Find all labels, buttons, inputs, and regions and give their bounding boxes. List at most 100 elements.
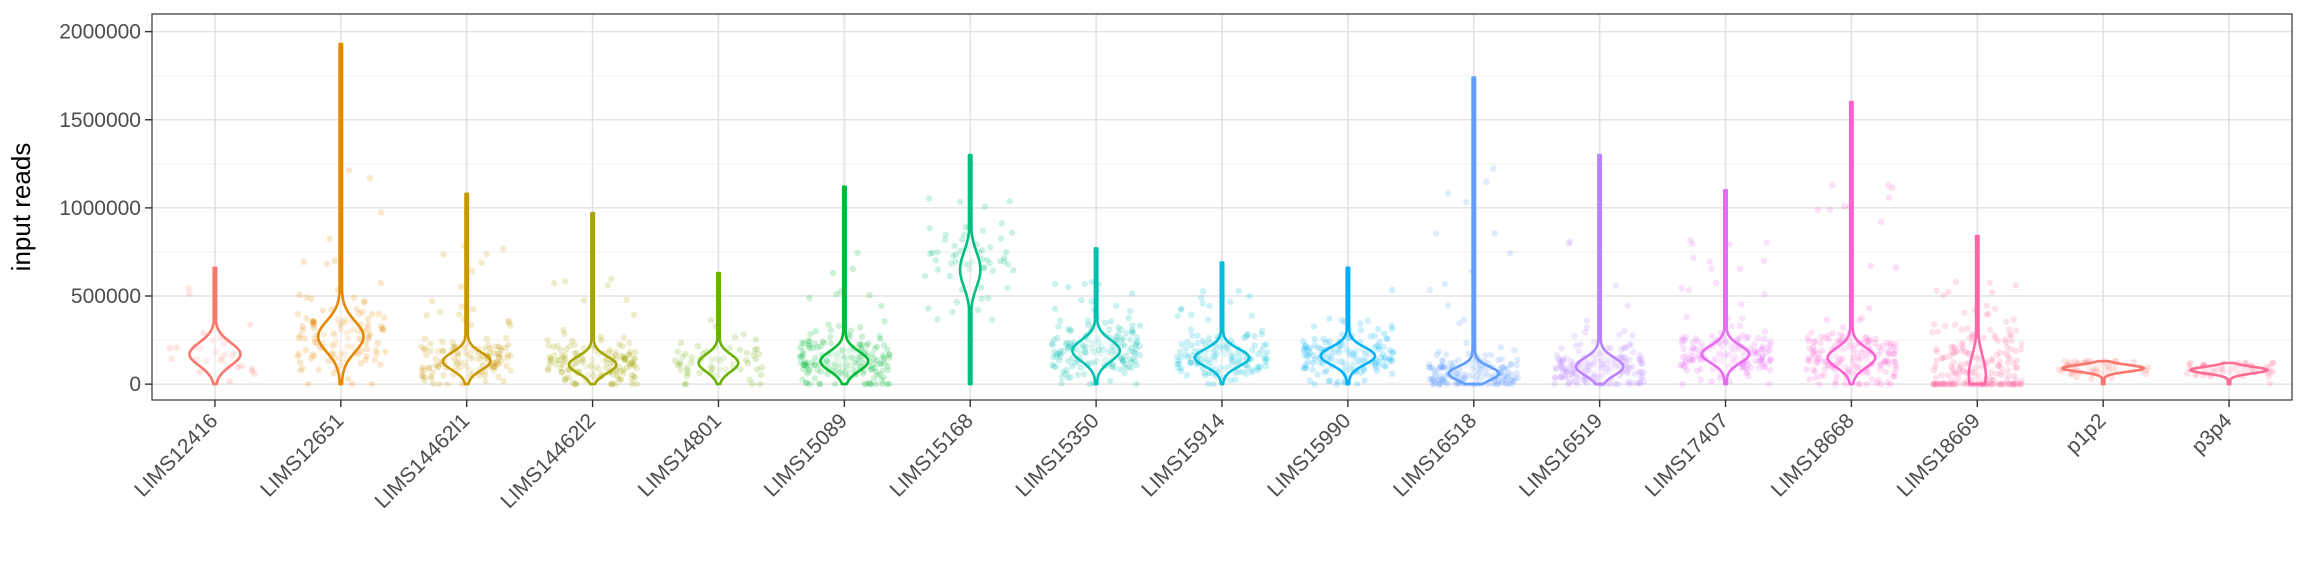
data-point — [827, 340, 835, 347]
data-point — [841, 369, 849, 377]
data-point — [2005, 372, 2012, 380]
violin-LIMS14801 — [697, 271, 740, 386]
data-point — [1806, 354, 1813, 362]
data-point — [1577, 362, 1585, 369]
data-point — [2013, 364, 2021, 371]
data-point — [1951, 344, 1959, 352]
data-point — [1950, 359, 1957, 366]
data-point — [838, 367, 846, 374]
data-point — [1950, 343, 1957, 351]
data-point — [1958, 341, 1965, 348]
data-point — [299, 323, 306, 330]
data-point — [1217, 344, 1224, 351]
data-point — [420, 346, 428, 353]
data-point — [1304, 352, 1311, 359]
data-point — [1571, 369, 1578, 376]
data-point — [1998, 380, 2006, 388]
data-point — [1738, 364, 1746, 371]
data-point — [1132, 340, 1140, 347]
data-point — [858, 344, 865, 352]
data-point — [1581, 376, 1589, 384]
data-point — [1973, 356, 1980, 363]
data-point — [588, 362, 595, 369]
data-point — [1117, 326, 1125, 333]
data-point — [1818, 333, 1825, 340]
data-point — [503, 362, 510, 370]
data-point — [1372, 359, 1379, 366]
data-point — [848, 353, 855, 361]
data-point — [1558, 363, 1565, 370]
data-point — [1716, 350, 1723, 357]
data-point — [1084, 317, 1092, 324]
data-point — [1682, 357, 1689, 365]
data-point — [1082, 343, 1089, 350]
data-point — [1562, 365, 1569, 372]
data-point — [1375, 346, 1382, 353]
data-point — [1460, 316, 1468, 323]
data-point — [1945, 288, 1952, 296]
data-point — [1716, 375, 1724, 382]
data-point — [1362, 356, 1369, 364]
data-point — [1677, 362, 1684, 369]
data-point — [1745, 361, 1752, 368]
data-point — [1441, 280, 1449, 288]
data-point — [554, 356, 561, 364]
data-point — [1320, 335, 1327, 342]
data-point — [1765, 358, 1773, 365]
data-point — [753, 345, 760, 353]
data-point — [1890, 373, 1897, 380]
data-point — [812, 328, 819, 335]
data-point — [1678, 337, 1686, 344]
data-point — [1246, 292, 1253, 300]
data-point — [335, 355, 343, 362]
data-point — [1481, 373, 1488, 381]
data-point — [427, 373, 434, 380]
data-point — [1244, 331, 1251, 339]
data-point — [1988, 369, 1995, 376]
data-point — [1599, 352, 1607, 359]
data-point — [852, 356, 860, 364]
data-point — [987, 244, 994, 251]
data-point — [823, 357, 830, 364]
data-point — [1965, 350, 1972, 357]
data-point — [1892, 341, 1899, 348]
data-point — [1959, 344, 1967, 351]
violin-LIMS12416 — [188, 266, 242, 386]
data-point — [962, 223, 969, 231]
data-point — [1849, 354, 1857, 361]
data-point — [1883, 357, 1890, 364]
data-point — [854, 353, 862, 360]
data-point — [1058, 374, 1066, 381]
data-point — [1388, 355, 1395, 363]
data-point — [1504, 365, 1511, 372]
data-point — [1850, 349, 1857, 357]
data-point — [458, 303, 465, 310]
data-point — [1080, 370, 1088, 378]
data-point — [677, 339, 685, 347]
data-point — [855, 341, 863, 348]
data-point — [621, 356, 628, 363]
data-point — [1182, 351, 1190, 358]
data-point — [1866, 337, 1873, 344]
data-point — [1191, 348, 1199, 355]
data-point — [560, 358, 568, 366]
data-point — [1432, 372, 1439, 379]
data-point — [1126, 348, 1134, 355]
data-point — [823, 359, 830, 366]
data-point — [1996, 358, 2004, 365]
data-point — [319, 307, 327, 314]
data-point — [1832, 377, 1840, 385]
data-point — [1711, 357, 1718, 364]
data-point — [983, 256, 991, 263]
data-point — [805, 367, 812, 375]
data-point — [1177, 364, 1185, 372]
data-point — [1309, 366, 1316, 373]
data-point — [627, 360, 635, 368]
data-point — [1580, 376, 1587, 384]
data-point — [1609, 359, 1617, 366]
data-point — [1826, 206, 1834, 213]
data-point — [1616, 353, 1624, 360]
data-point — [1136, 351, 1143, 359]
data-point — [1331, 348, 1339, 355]
data-point — [571, 350, 578, 357]
